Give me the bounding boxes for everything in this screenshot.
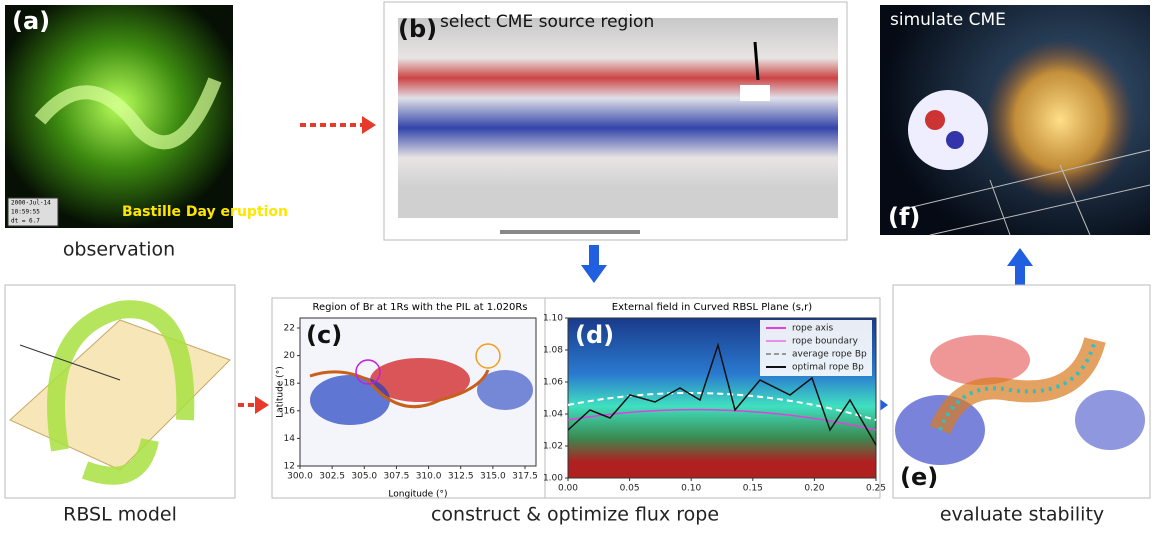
timestamp: 10:59:55 — [11, 209, 40, 216]
panel-label: (a) — [12, 7, 50, 35]
x-tick-label: 302.5 — [319, 472, 345, 482]
panel-label: (b) — [398, 15, 437, 43]
y-tick-label: 18 — [284, 379, 296, 389]
annotation: select CME source region — [440, 12, 654, 32]
arrow-head — [1007, 248, 1033, 266]
caption: RBSL model — [63, 504, 177, 526]
x-axis-label: Longitude (°) — [388, 490, 447, 500]
x-tick-label: 305.0 — [351, 472, 377, 482]
panel-label: (f) — [888, 203, 920, 231]
caption: construct & optimize flux rope — [431, 504, 719, 526]
x-tick-label: 317.5 — [512, 472, 538, 482]
grid — [899, 149, 1151, 236]
arrow-head — [581, 265, 607, 283]
y-tick-label: 1.10 — [543, 314, 563, 324]
x-tick-label: 315.0 — [480, 472, 506, 482]
panel-label: (e) — [900, 463, 938, 491]
y-tick-label: 1.06 — [543, 378, 563, 388]
x-tick-label: 0.10 — [681, 484, 701, 494]
x-tick-label: 0.00 — [558, 484, 578, 494]
y-axis-label: Latitude (°) — [276, 366, 286, 417]
x-tick-label: 307.5 — [384, 472, 410, 482]
spot — [925, 110, 945, 130]
y-tick-label: 22 — [284, 324, 295, 334]
legend-label: optimal rope Bp — [792, 363, 864, 373]
positive-field — [370, 358, 470, 402]
panel-label: (d) — [575, 321, 614, 349]
y-tick-label: 1.00 — [543, 474, 563, 484]
optimal-bp — [567, 342, 877, 446]
cme-cloud — [985, 40, 1135, 200]
flux-rope — [47, 300, 195, 485]
y-tick-label: 12 — [284, 462, 295, 472]
field-lines — [938, 339, 1097, 431]
legend-label: average rope Bp — [792, 350, 867, 360]
overlay-text: Bastille Day eruption — [122, 204, 288, 220]
y-tick-label: 16 — [284, 406, 296, 416]
arrow — [589, 245, 599, 267]
x-tick-label: 310.0 — [416, 472, 442, 482]
average-bp — [567, 392, 877, 421]
negative-field — [1075, 390, 1145, 450]
x-tick-label: 0.20 — [804, 484, 824, 494]
y-tick-label: 1.02 — [543, 442, 563, 452]
positive-field — [930, 335, 1030, 385]
x-tick-label: 0.25 — [866, 484, 886, 494]
footpoint — [355, 359, 381, 385]
spot — [946, 131, 964, 149]
y-tick-label: 20 — [284, 351, 296, 361]
arrow — [1015, 264, 1025, 286]
negative-field — [310, 375, 390, 425]
y-tick-label: 14 — [284, 434, 296, 444]
synoptic-map — [398, 18, 838, 218]
rope-footprint — [309, 369, 490, 409]
negative-field — [477, 370, 533, 410]
legend-label: rope axis — [792, 324, 833, 334]
timestamp: dt = 6.7 — [11, 218, 40, 225]
source-region-box — [740, 85, 770, 101]
caption: observation — [63, 239, 175, 261]
arrow-head — [255, 396, 269, 414]
colorbar — [500, 230, 640, 234]
footpoint — [475, 343, 501, 369]
panel-label: (c) — [306, 321, 342, 349]
y-tick-label: 1.04 — [543, 410, 563, 420]
pointer — [753, 41, 760, 81]
x-tick-label: 312.5 — [448, 472, 474, 482]
arrow-head — [362, 116, 376, 134]
caption: evaluate stability — [940, 504, 1104, 526]
legend-label: rope boundary — [792, 337, 859, 347]
plot-title: External field in Curved RBSL Plane (s,r… — [612, 302, 812, 313]
x-tick-label: 0.15 — [743, 484, 763, 494]
plot-title: Region of Br at 1Rs with the PIL at 1.02… — [312, 302, 527, 313]
y-tick-label: 1.08 — [543, 346, 563, 356]
annotation: simulate CME — [890, 10, 1006, 30]
axis-line — [19, 344, 121, 381]
loops — [34, 77, 222, 150]
x-tick-label: 300.0 — [287, 472, 313, 482]
timestamp: 2000-Jul-14 — [11, 200, 51, 207]
x-tick-label: 0.05 — [620, 484, 640, 494]
sun — [908, 90, 988, 170]
timestamp-box — [7, 197, 59, 227]
